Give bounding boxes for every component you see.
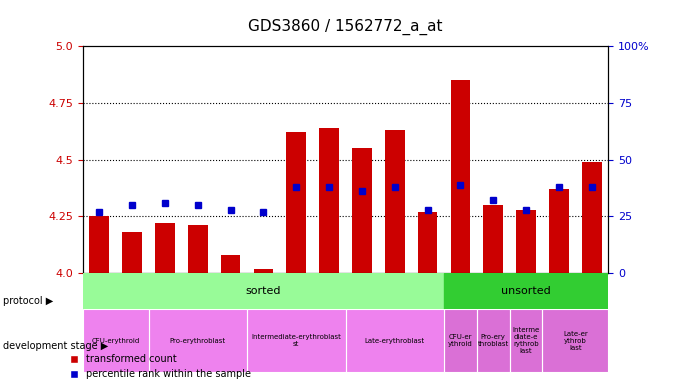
Text: development stage ▶: development stage ▶ [3, 341, 108, 351]
Bar [83, 273, 444, 309]
Bar [417, 212, 437, 273]
Text: sorted: sorted [246, 286, 281, 296]
Bar [484, 205, 503, 273]
Text: protocol ▶: protocol ▶ [3, 296, 54, 306]
Bar [542, 309, 608, 372]
Text: unsorted: unsorted [501, 286, 551, 296]
Text: Intermediate-erythroblast
st: Intermediate-erythroblast st [252, 334, 341, 347]
Text: Interme
diate-e
rythrob
last: Interme diate-e rythrob last [513, 327, 540, 354]
Bar [477, 309, 510, 372]
Bar [83, 309, 149, 372]
Bar [287, 132, 306, 273]
Bar [319, 128, 339, 273]
Bar [510, 309, 542, 372]
Text: GDS3860 / 1562772_a_at: GDS3860 / 1562772_a_at [248, 19, 443, 35]
Bar [582, 162, 601, 273]
Text: Pro-erythroblast: Pro-erythroblast [170, 338, 226, 344]
Text: CFU-er
ythroid: CFU-er ythroid [448, 334, 473, 347]
Text: Late-er
ythrob
last: Late-er ythrob last [563, 331, 587, 351]
Bar [221, 255, 240, 273]
Bar [444, 309, 477, 372]
Bar [451, 80, 470, 273]
Text: CFU-erythroid: CFU-erythroid [92, 338, 140, 344]
Bar [549, 189, 569, 273]
Text: Pro-ery
throblast: Pro-ery throblast [477, 334, 509, 347]
Bar [542, 309, 608, 372]
Bar [444, 273, 608, 309]
Bar [352, 148, 372, 273]
Bar [346, 309, 444, 372]
Bar [516, 210, 536, 273]
Bar [83, 309, 149, 372]
Bar [444, 309, 477, 372]
Bar [155, 223, 175, 273]
Bar [346, 309, 444, 372]
Bar [188, 225, 207, 273]
Bar [149, 309, 247, 372]
Bar [254, 268, 273, 273]
Bar [247, 309, 346, 372]
Legend: transformed count, percentile rank within the sample: transformed count, percentile rank withi… [60, 350, 255, 383]
Bar [510, 309, 542, 372]
Bar [247, 309, 346, 372]
Bar [90, 216, 109, 273]
Bar [477, 309, 510, 372]
Bar [385, 130, 405, 273]
Text: Late-erythroblast: Late-erythroblast [365, 338, 425, 344]
Bar [122, 232, 142, 273]
Bar [149, 309, 247, 372]
